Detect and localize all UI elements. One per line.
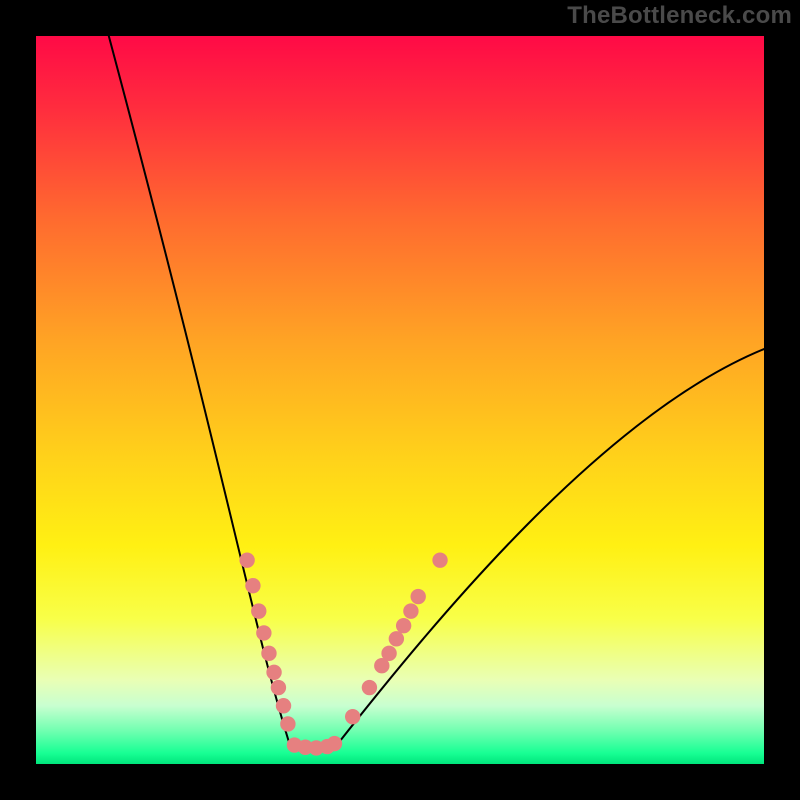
curve-marker <box>362 680 376 694</box>
curve-marker <box>262 646 276 660</box>
curve-marker <box>433 553 447 567</box>
curve-marker <box>411 589 425 603</box>
curve-marker <box>382 646 396 660</box>
bottleneck-curve-chart <box>0 0 800 800</box>
curve-marker <box>345 709 359 723</box>
curve-marker <box>246 578 260 592</box>
curve-marker <box>257 626 271 640</box>
curve-marker <box>281 717 295 731</box>
chart-stage: TheBottleneck.com <box>0 0 800 800</box>
curve-marker <box>252 604 266 618</box>
curve-marker <box>240 553 254 567</box>
watermark-text: TheBottleneck.com <box>567 2 792 30</box>
curve-marker <box>276 699 290 713</box>
curve-marker <box>271 680 285 694</box>
plot-background <box>36 36 764 764</box>
curve-marker <box>327 736 341 750</box>
curve-marker <box>389 632 403 646</box>
curve-marker <box>267 665 281 679</box>
curve-marker <box>396 618 410 632</box>
curve-marker <box>404 604 418 618</box>
